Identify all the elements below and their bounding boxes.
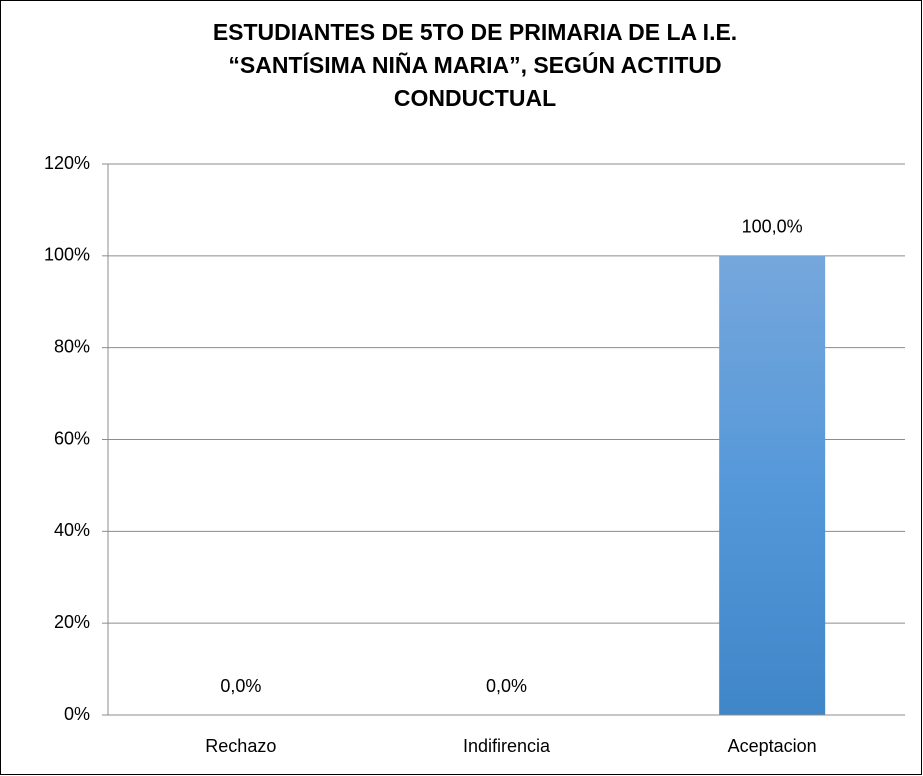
value-label: 0,0% (220, 676, 261, 696)
y-tick-label: 100% (44, 245, 90, 265)
value-label: 100,0% (742, 217, 803, 237)
value-label: 0,0% (486, 676, 527, 696)
x-tick-label: Rechazo (205, 736, 276, 756)
x-tick-label: Aceptacion (728, 736, 817, 756)
chart-title: CONDUCTUAL (394, 85, 556, 111)
y-tick-label: 120% (44, 153, 90, 173)
y-tick-label: 20% (54, 612, 90, 632)
bar (719, 255, 826, 716)
y-tick-label: 80% (54, 336, 90, 356)
y-tick-label: 60% (54, 428, 90, 448)
y-tick-label: 40% (54, 520, 90, 540)
chart-title: ESTUDIANTES DE 5TO DE PRIMARIA DE LA I.E… (213, 19, 737, 45)
y-tick-label: 0% (64, 704, 90, 724)
x-tick-label: Indifirencia (463, 736, 551, 756)
chart-title: “SANTÍSIMA NIÑA MARIA”, SEGÚN ACTITUD (228, 51, 721, 78)
